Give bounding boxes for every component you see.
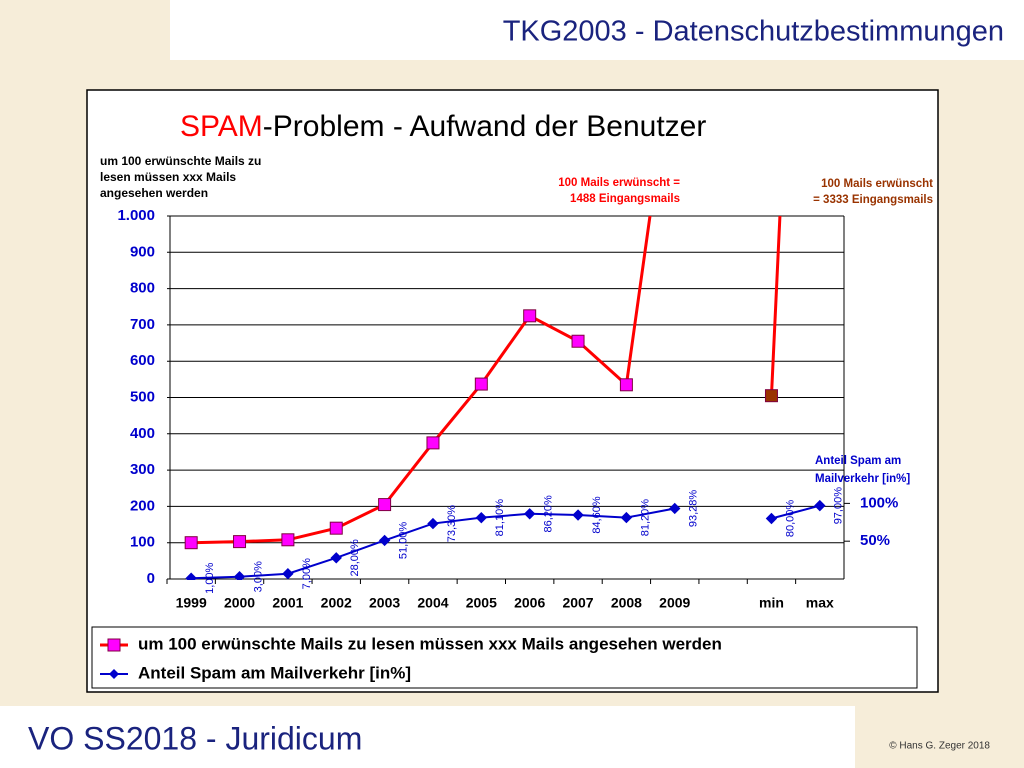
marker [185,572,197,580]
annotation: = 3333 Eingangsmails [813,194,933,206]
legend-label: Anteil Spam am Mailverkehr [in%] [138,663,411,682]
y-tick-label: 300 [130,461,155,478]
marker [427,517,439,530]
y-tick-label: 200 [130,497,155,514]
y2-axis-label: Anteil Spam am [815,455,901,467]
x-tick-label: 2006 [514,595,545,611]
marker [572,509,584,521]
marker [281,533,295,547]
x-tick-label: 2000 [224,595,255,611]
legend-label: um 100 erwünschte Mails zu lesen müssen … [138,634,722,653]
x-tick-label: 2005 [466,595,497,611]
y-axis-label: lesen müssen xxx Mails [100,170,236,184]
marker [426,436,440,450]
x-tick-label: min [759,595,784,611]
marker [669,502,681,515]
marker [523,309,537,323]
data-label: 81,20% [639,499,651,537]
data-label: 80,00% [784,500,796,538]
marker [765,512,778,525]
marker [619,378,633,392]
plot-area [184,216,826,580]
x-tick-label: 2002 [321,595,352,611]
chart-title: SPAM-Problem - Aufwand der Benutzer [180,110,706,143]
y-tick-label: 500 [130,388,155,405]
legend-marker [109,669,119,679]
y-tick-label: 100 [130,534,155,551]
marker [233,535,247,549]
data-label: 97,00% [833,487,845,525]
x-tick-label: 2001 [272,595,303,611]
x-tick-label: max [806,595,834,611]
data-label: 1,00% [204,562,216,593]
marker [233,571,246,580]
chart-box [86,89,939,693]
data-label: 86,20% [543,495,555,533]
data-label: 51,00% [398,522,410,560]
y-tick-label: 700 [130,316,155,333]
marker [764,389,778,403]
marker [571,334,585,348]
legend-box [91,626,918,689]
data-label: 93,28% [688,490,700,528]
marker [184,536,198,550]
data-label: 84,60% [591,496,603,534]
x-tick-label: 1999 [176,595,207,611]
header-box [170,0,1024,60]
x-tick-label: 2008 [611,595,642,611]
y2-tick-label: 50% [860,532,890,549]
marker [475,511,488,524]
y-axis-label: um 100 erwünschte Mails zu [100,154,261,168]
y2-axis-label: Mailverkehr [in%] [815,473,910,485]
legend-marker [107,638,121,652]
data-label: 73,30% [446,505,458,543]
marker [474,377,488,391]
chart-title-part: -Problem - Aufwand der Benutzer [263,110,707,143]
header-title: TKG2003 - Datenschutzbestimmungen [503,16,1004,48]
y-tick-label: 900 [130,243,155,260]
marker [329,521,343,535]
y-tick-label: 600 [130,352,155,369]
data-label: 3,00% [252,561,264,592]
marker [523,508,536,520]
marker [330,552,342,564]
x-tick-label: 2004 [417,595,448,611]
x-tick-label: 2003 [369,595,400,611]
y-tick-label: 0 [147,570,155,587]
x-tick-label: 2007 [562,595,593,611]
copyright: © Hans G. Zeger 2018 [889,741,990,752]
marker [378,498,392,512]
annotation: 100 Mails erwünscht [821,178,933,190]
marker [620,511,633,524]
marker [814,499,826,512]
y-tick-label: 400 [130,425,155,442]
chart-title-part: SPAM [180,110,263,143]
footer-title: VO SS2018 - Juridicum [28,720,362,756]
annotation: 100 Mails erwünscht = [558,177,680,189]
y2-tick-label: 100% [860,494,898,511]
y-tick-label: 800 [130,280,155,297]
data-label: 28,00% [349,539,361,577]
x-tick-label: 2009 [659,595,690,611]
y-tick-label: 1.000 [117,207,155,224]
y-axis-label: angesehen werden [100,186,208,200]
footer-box [0,706,855,768]
data-label: 81,10% [494,499,506,537]
annotation: 1488 Eingangsmails [570,193,680,205]
marker [378,534,391,547]
data-label: 7,00% [301,558,313,589]
marker [282,567,294,580]
